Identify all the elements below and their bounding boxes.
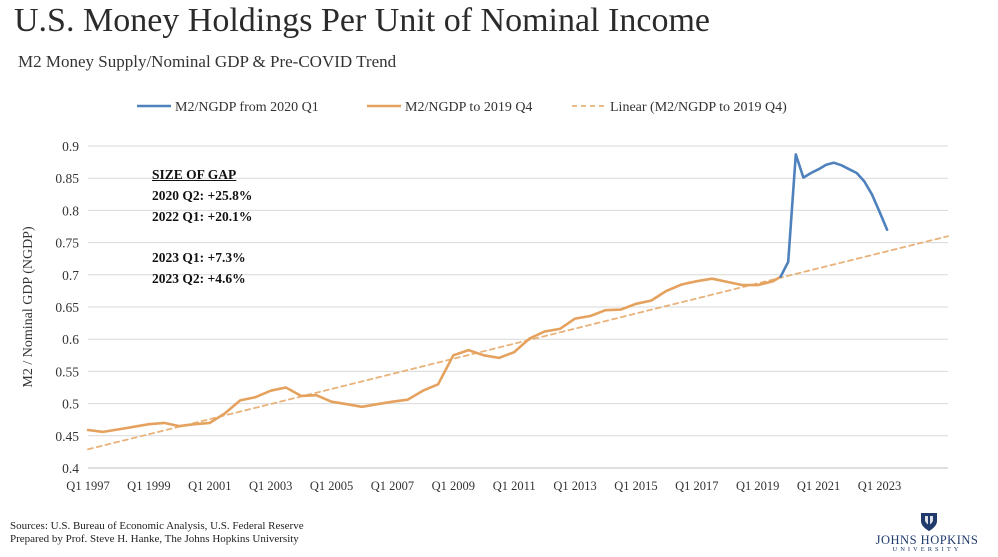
- gap-line: 2023 Q1: +7.3%: [152, 250, 246, 265]
- chart-title: U.S. Money Holdings Per Unit of Nominal …: [14, 2, 710, 39]
- series-lines: [86, 153, 949, 451]
- series-line: [86, 275, 782, 434]
- gap-heading: SIZE OF GAP: [152, 167, 237, 182]
- x-tick-label: Q1 2001: [188, 479, 231, 493]
- y-tick-label: 0.5: [62, 397, 79, 412]
- source-line: Sources: U.S. Bureau of Economic Analysi…: [10, 520, 304, 532]
- x-tick-label: Q1 2013: [553, 479, 596, 493]
- x-tick-label: Q1 2005: [310, 479, 353, 493]
- y-tick-label: 0.55: [55, 364, 79, 379]
- logo-university: UNIVERSITY: [892, 546, 962, 553]
- x-tick-label: Q1 2023: [858, 479, 901, 493]
- logo-name: JOHNS HOPKINS: [875, 533, 979, 547]
- x-tick-label: Q1 1999: [127, 479, 170, 493]
- y-tick-label: 0.4: [62, 461, 79, 476]
- gap-line: 2022 Q1: +20.1%: [152, 209, 253, 224]
- y-tick-label: 0.85: [55, 171, 79, 186]
- prepared-by-line: Prepared by Prof. Steve H. Hanke, The Jo…: [10, 533, 299, 545]
- series-line: [779, 153, 889, 279]
- x-tick-label: Q1 2019: [736, 479, 779, 493]
- axes: 0.4 0.45 0.5 0.55 0.6 0.65 0.7 0.75 0.8 0.85 0.9 Q1…: [21, 139, 948, 493]
- y-tick-label: 0.9: [62, 139, 79, 154]
- x-tick-label: Q1 2003: [249, 479, 292, 493]
- x-tick-label: Q1 2011: [493, 479, 536, 493]
- y-tick-label: 0.45: [55, 429, 79, 444]
- y-tick-label: 0.7: [62, 268, 79, 283]
- y-tick-label: 0.6: [62, 332, 79, 347]
- x-tick-label: Q1 2017: [675, 479, 718, 493]
- y-axis-label: M2 / Nominal GDP (NGDP): [21, 226, 36, 388]
- y-tick-label: 0.65: [55, 300, 79, 315]
- legend-label: Linear (M2/NGDP to 2019 Q4): [610, 100, 787, 115]
- johns-hopkins-logo: JOHNS HOPKINS UNIVERSITY: [866, 512, 988, 553]
- gap-line: 2023 Q2: +4.6%: [152, 271, 246, 286]
- series-line: [87, 235, 949, 451]
- x-tick-label: Q1 2021: [797, 479, 840, 493]
- legend-label: M2/NGDP to 2019 Q4: [405, 100, 532, 115]
- gap-annotation: SIZE OF GAP 2020 Q2: +25.8% 2022 Q1: +20…: [152, 164, 252, 289]
- x-tick-label: Q1 2015: [614, 479, 657, 493]
- legend: M2/NGDP from 2020 Q1 M2/NGDP to 2019 Q4 Li…: [137, 100, 787, 115]
- x-tick-label: Q1 2007: [371, 479, 414, 493]
- sources-note: Sources: U.S. Bureau of Economic Analysi…: [10, 520, 304, 546]
- gap-line: 2020 Q2: +25.8%: [152, 188, 253, 203]
- y-tick-label: 0.8: [62, 203, 79, 218]
- y-tick-label: 0.75: [55, 236, 79, 251]
- shield-icon: [921, 513, 937, 531]
- x-tick-label: Q1 1997: [66, 479, 109, 493]
- x-tick-label: Q1 2009: [432, 479, 475, 493]
- legend-label: M2/NGDP from 2020 Q1: [175, 100, 319, 115]
- chart-subtitle: M2 Money Supply/Nominal GDP & Pre-COVID …: [18, 52, 397, 71]
